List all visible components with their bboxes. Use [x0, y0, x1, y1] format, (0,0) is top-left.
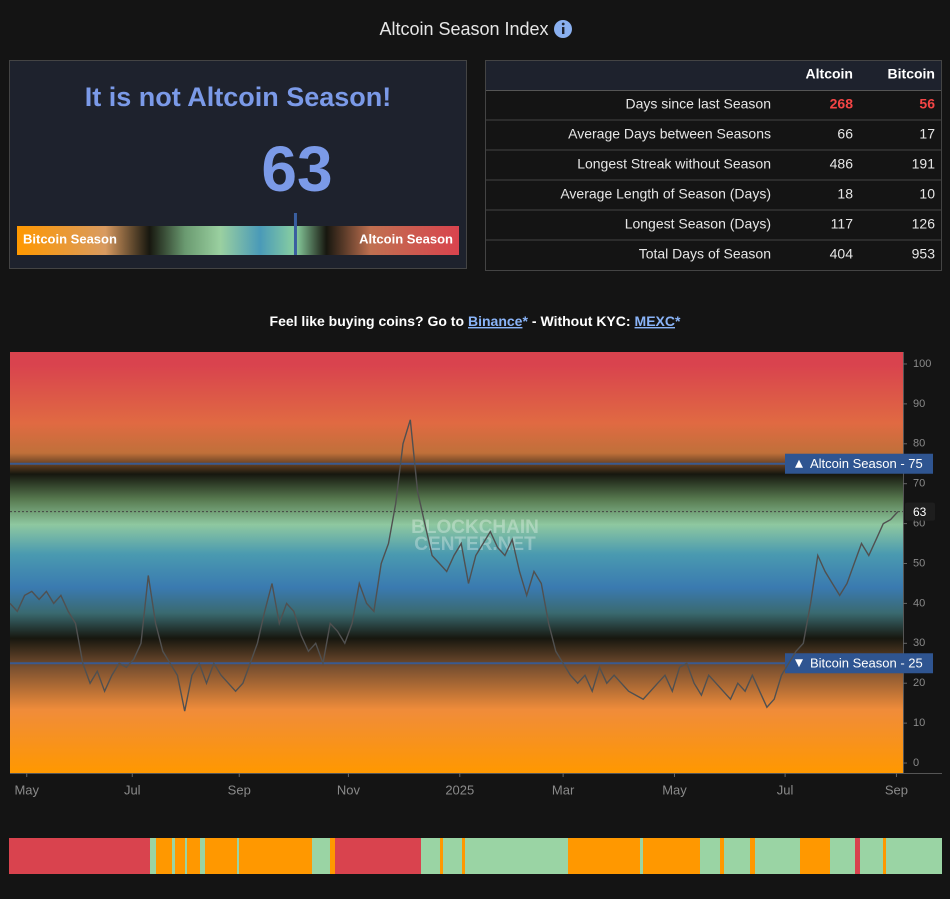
- gauge-bar: [17, 226, 459, 255]
- x-tick-label: Nov: [337, 782, 361, 797]
- watermark: CENTER.NET: [414, 534, 536, 555]
- y-tick-label: 90: [913, 398, 925, 410]
- index-line: [10, 419, 899, 712]
- gauge-marker: [293, 213, 297, 255]
- row-label: Longest Streak without Season: [577, 156, 771, 172]
- threshold-label: Bitcoin Season - 25: [810, 656, 923, 671]
- y-tick-label: 80: [913, 438, 925, 450]
- gauge-label: Altcoin Season: [359, 231, 453, 246]
- row-label: Longest Season (Days): [625, 216, 771, 232]
- watermark: BLOCKCHAIN: [411, 517, 539, 538]
- mexc-link[interactable]: MEXC: [635, 313, 675, 329]
- table-value: 126: [912, 216, 936, 232]
- promo: Feel like buying coins? Go to Binance* - W…: [270, 313, 681, 329]
- x-tick-label: May: [14, 782, 39, 797]
- table-value: 953: [912, 246, 936, 262]
- y-tick-label: 30: [913, 637, 925, 649]
- x-tick-label: May: [662, 782, 687, 797]
- current-label: 63: [913, 505, 927, 519]
- column-header: Bitcoin: [888, 66, 935, 82]
- table-value: 56: [919, 96, 935, 112]
- threshold-symbol: [795, 459, 803, 468]
- season-strip: [9, 838, 942, 874]
- table-value: 486: [830, 156, 854, 172]
- axis-strip: [903, 352, 942, 773]
- binance-link[interactable]: Binance: [468, 313, 523, 329]
- y-tick-label: 10: [913, 717, 925, 729]
- stats-table: [485, 60, 942, 271]
- gauge-label: Bitcoin Season: [23, 231, 117, 246]
- x-tick-label: Jul: [124, 782, 141, 797]
- promo-text: - Without KYC:: [532, 313, 631, 329]
- y-tick-label: 70: [913, 478, 925, 490]
- y-tick-label: 40: [913, 597, 925, 609]
- table-header: [486, 61, 941, 90]
- table-value: 18: [837, 186, 853, 202]
- table-value: 117: [831, 216, 854, 232]
- y-tick-label: 0: [913, 757, 919, 769]
- table-value: 191: [912, 156, 936, 172]
- table-value: 404: [830, 246, 854, 262]
- row-label: Total Days of Season: [639, 246, 771, 262]
- x-tick-label: Sep: [885, 782, 908, 797]
- x-tick-label: Sep: [228, 782, 251, 797]
- info-icon[interactable]: [554, 20, 572, 38]
- threshold-symbol: [795, 659, 803, 668]
- index-value: 63: [261, 133, 332, 205]
- star: *: [675, 313, 681, 329]
- y-tick-label: 50: [913, 557, 925, 569]
- x-tick-label: 2025: [445, 782, 474, 797]
- star: *: [522, 313, 528, 329]
- table-value: 268: [830, 96, 854, 112]
- table-value: 17: [919, 126, 935, 142]
- promo-text: Feel like buying coins? Go to: [270, 313, 464, 329]
- row-label: Days since last Season: [625, 96, 771, 112]
- row-label: Average Length of Season (Days): [560, 186, 771, 202]
- threshold-badge: [785, 453, 933, 474]
- row-label: Average Days between Seasons: [568, 126, 771, 142]
- x-tick-label: Mar: [552, 782, 575, 797]
- current-badge: [905, 502, 935, 521]
- status-message: It is not Altcoin Season!: [85, 82, 392, 112]
- threshold-label: Altcoin Season - 75: [810, 456, 923, 471]
- page-title: Altcoin Season Index: [379, 19, 548, 39]
- threshold-badge: [785, 653, 933, 674]
- x-tick-label: Jul: [777, 782, 794, 797]
- table-value: 10: [919, 186, 935, 202]
- column-header: Altcoin: [806, 66, 853, 82]
- y-tick-label: 20: [913, 677, 925, 689]
- plot-background: [10, 352, 903, 773]
- table-value: 66: [837, 126, 853, 142]
- y-tick-label: 100: [913, 358, 931, 370]
